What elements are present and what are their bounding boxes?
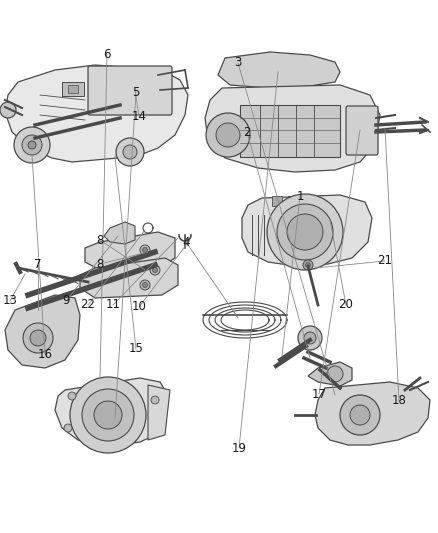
Circle shape bbox=[267, 194, 343, 270]
Polygon shape bbox=[242, 195, 372, 266]
Circle shape bbox=[340, 395, 380, 435]
Circle shape bbox=[0, 102, 16, 118]
Text: 2: 2 bbox=[243, 125, 251, 139]
Bar bbox=[272, 196, 282, 206]
Text: 1: 1 bbox=[296, 190, 304, 203]
Text: 21: 21 bbox=[378, 254, 392, 268]
Text: 8: 8 bbox=[96, 257, 104, 271]
Text: 15: 15 bbox=[129, 343, 143, 356]
Circle shape bbox=[298, 326, 322, 350]
Polygon shape bbox=[218, 52, 340, 88]
Bar bbox=[68, 85, 78, 93]
Polygon shape bbox=[205, 85, 380, 172]
Text: 16: 16 bbox=[38, 348, 53, 360]
Polygon shape bbox=[80, 258, 178, 298]
FancyBboxPatch shape bbox=[346, 106, 378, 155]
Circle shape bbox=[22, 135, 42, 155]
Bar bbox=[62, 82, 84, 96]
Circle shape bbox=[23, 323, 53, 353]
Circle shape bbox=[142, 247, 148, 253]
Text: 6: 6 bbox=[103, 47, 111, 61]
Polygon shape bbox=[315, 382, 430, 445]
Circle shape bbox=[142, 282, 148, 287]
Circle shape bbox=[82, 389, 134, 441]
Text: 9: 9 bbox=[62, 295, 70, 308]
Text: 10: 10 bbox=[131, 301, 146, 313]
Text: 14: 14 bbox=[131, 109, 146, 123]
Circle shape bbox=[94, 401, 122, 429]
Circle shape bbox=[70, 377, 146, 453]
Text: 3: 3 bbox=[234, 56, 242, 69]
Circle shape bbox=[287, 214, 323, 250]
Circle shape bbox=[277, 204, 333, 260]
Circle shape bbox=[116, 138, 144, 166]
Text: 19: 19 bbox=[232, 441, 247, 455]
Text: 8: 8 bbox=[96, 233, 104, 246]
Circle shape bbox=[140, 280, 150, 290]
Circle shape bbox=[14, 127, 50, 163]
Circle shape bbox=[123, 145, 137, 159]
Circle shape bbox=[28, 141, 36, 149]
Text: 11: 11 bbox=[106, 298, 120, 311]
Polygon shape bbox=[85, 232, 175, 270]
Polygon shape bbox=[148, 385, 170, 440]
Circle shape bbox=[140, 245, 150, 255]
Polygon shape bbox=[308, 362, 352, 386]
Text: 20: 20 bbox=[339, 298, 353, 311]
FancyBboxPatch shape bbox=[88, 66, 172, 115]
Polygon shape bbox=[5, 295, 80, 368]
Text: 13: 13 bbox=[3, 295, 18, 308]
Text: 22: 22 bbox=[81, 298, 95, 311]
Circle shape bbox=[150, 265, 160, 275]
Circle shape bbox=[30, 330, 46, 346]
Circle shape bbox=[216, 123, 240, 147]
Text: 4: 4 bbox=[182, 236, 190, 248]
Text: 7: 7 bbox=[34, 259, 42, 271]
Circle shape bbox=[303, 260, 313, 270]
Text: 17: 17 bbox=[311, 387, 326, 400]
Polygon shape bbox=[55, 378, 168, 445]
Circle shape bbox=[151, 396, 159, 404]
Bar bbox=[240, 105, 340, 157]
Circle shape bbox=[206, 113, 250, 157]
Bar bbox=[288, 196, 298, 206]
Circle shape bbox=[305, 262, 311, 268]
Circle shape bbox=[350, 405, 370, 425]
Circle shape bbox=[152, 268, 158, 272]
Polygon shape bbox=[5, 65, 188, 162]
Circle shape bbox=[68, 392, 76, 400]
Circle shape bbox=[64, 424, 72, 432]
Bar bbox=[304, 196, 314, 206]
Circle shape bbox=[304, 332, 316, 344]
Polygon shape bbox=[104, 222, 135, 244]
Text: 18: 18 bbox=[392, 394, 406, 408]
Text: 5: 5 bbox=[132, 86, 140, 100]
Circle shape bbox=[327, 366, 343, 382]
